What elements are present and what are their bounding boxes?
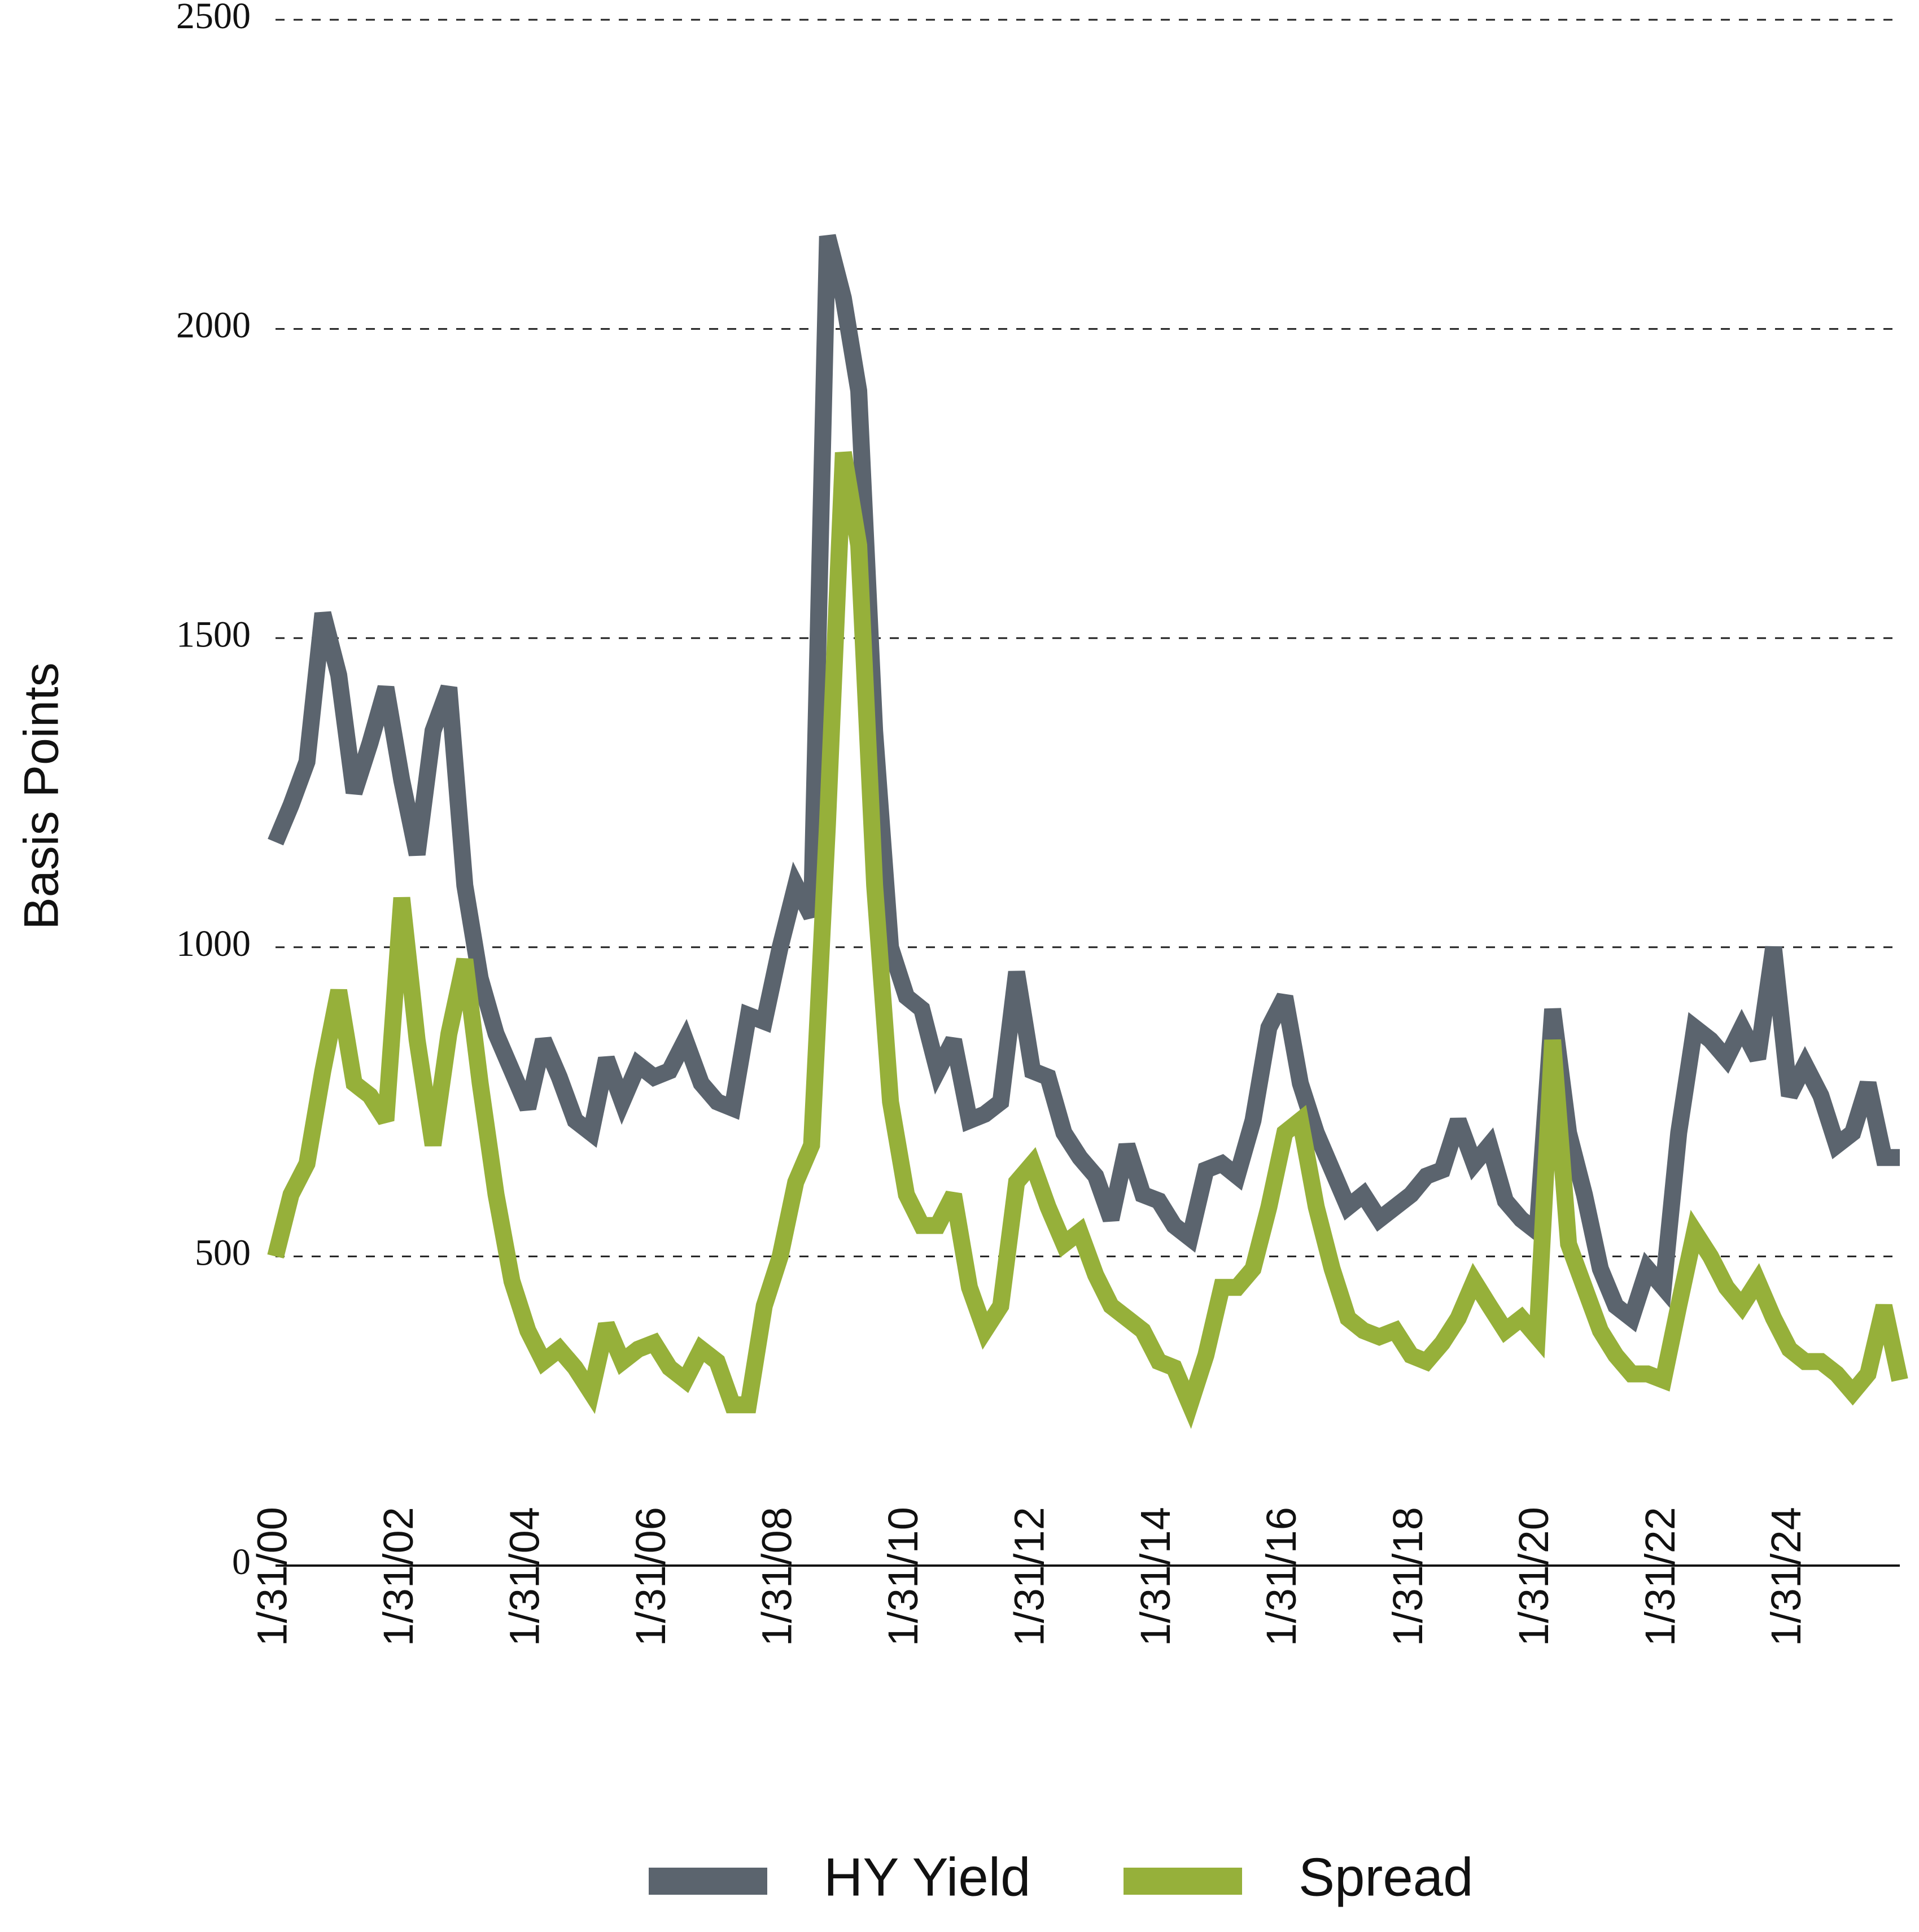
legend-label: HY Yield <box>824 1847 1030 1907</box>
y-tick-label: 1000 <box>176 923 251 964</box>
legend-swatch <box>649 1868 767 1895</box>
legend-label: Spread <box>1299 1847 1474 1907</box>
y-tick-label: 500 <box>195 1232 251 1274</box>
series-line <box>268 234 1900 1332</box>
x-tick-label: 1/31/16 <box>1258 1507 1305 1646</box>
x-tick-label: 1/31/18 <box>1384 1507 1431 1646</box>
legend-swatch <box>1124 1868 1242 1895</box>
y-tick-label: 0 <box>232 1541 251 1583</box>
y-tick-label: 2000 <box>176 305 251 346</box>
x-tick-label: 1/31/14 <box>1132 1507 1179 1646</box>
x-tick-label: 1/31/12 <box>1006 1507 1052 1646</box>
x-tick-label: 1/31/04 <box>501 1507 548 1646</box>
y-tick-label: 2500 <box>176 0 251 37</box>
x-tick-label: 1/31/02 <box>375 1507 422 1646</box>
x-tick-label: 1/31/20 <box>1510 1507 1557 1646</box>
x-tick-label: 1/31/00 <box>249 1507 296 1646</box>
x-tick-label: 1/31/08 <box>753 1507 800 1646</box>
series-line <box>267 451 1908 1429</box>
x-tick-label: 1/31/24 <box>1763 1507 1809 1646</box>
y-axis-title: Basis Points <box>15 662 69 929</box>
x-tick-label: 1/31/06 <box>627 1507 674 1646</box>
x-tick-label: 1/31/10 <box>880 1507 926 1646</box>
x-tick-label: 1/31/22 <box>1637 1507 1684 1646</box>
y-tick-label: 1500 <box>176 614 251 655</box>
